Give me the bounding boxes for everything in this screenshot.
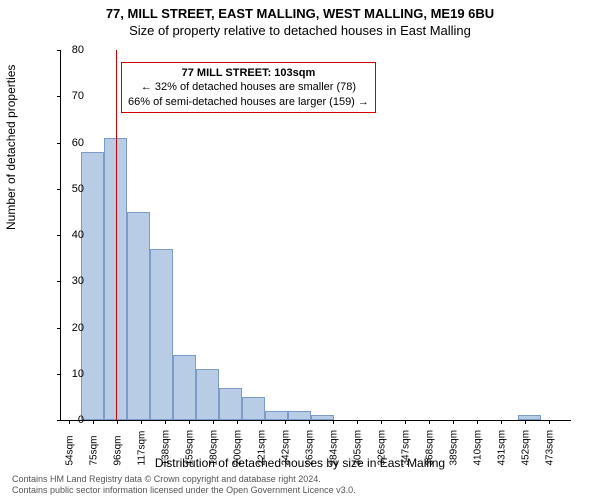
ytick-label: 50 — [72, 183, 84, 195]
xtick-mark — [165, 420, 166, 424]
xtick-mark — [477, 420, 478, 424]
ytick-mark — [57, 189, 61, 190]
y-axis-label: Number of detached properties — [4, 65, 18, 230]
xtick-mark — [501, 420, 502, 424]
ytick-label: 30 — [72, 275, 84, 287]
histogram-bar — [288, 411, 311, 420]
xtick-label: 410sqm — [473, 426, 484, 466]
xtick-label: 200sqm — [233, 426, 244, 466]
ytick-mark — [57, 143, 61, 144]
xtick-label: 284sqm — [329, 426, 340, 466]
attribution-line2: Contains public sector information licen… — [12, 485, 356, 496]
title-subtitle: Size of property relative to detached ho… — [0, 23, 600, 38]
xtick-label: 75sqm — [89, 426, 100, 466]
xtick-label: 180sqm — [209, 426, 220, 466]
ytick-mark — [57, 420, 61, 421]
xtick-label: 326sqm — [377, 426, 388, 466]
title-block: 77, MILL STREET, EAST MALLING, WEST MALL… — [0, 0, 600, 38]
ytick-label: 70 — [72, 90, 84, 102]
ytick-label: 80 — [72, 44, 84, 56]
annotation-box: 77 MILL STREET: 103sqm← 32% of detached … — [121, 62, 376, 113]
reference-line — [116, 50, 117, 420]
annotation-title: 77 MILL STREET: 103sqm — [128, 66, 369, 80]
xtick-mark — [381, 420, 382, 424]
xtick-label: 242sqm — [281, 426, 292, 466]
annotation-line1: ← 32% of detached houses are smaller (78… — [128, 80, 369, 94]
ytick-mark — [57, 96, 61, 97]
histogram-bar — [173, 355, 196, 420]
xtick-label: 305sqm — [353, 426, 364, 466]
xtick-mark — [309, 420, 310, 424]
histogram-bar — [127, 212, 150, 420]
ytick-mark — [57, 328, 61, 329]
xtick-mark — [405, 420, 406, 424]
ytick-mark — [57, 281, 61, 282]
histogram-bar — [265, 411, 288, 420]
ytick-mark — [57, 374, 61, 375]
xtick-mark — [261, 420, 262, 424]
xtick-label: 138sqm — [161, 426, 172, 466]
histogram-bar — [196, 369, 219, 420]
xtick-label: 347sqm — [401, 426, 412, 466]
histogram-bar — [242, 397, 265, 420]
xtick-mark — [429, 420, 430, 424]
histogram-bar — [81, 152, 104, 420]
xtick-mark — [93, 420, 94, 424]
title-address: 77, MILL STREET, EAST MALLING, WEST MALL… — [0, 6, 600, 21]
xtick-label: 389sqm — [449, 426, 460, 466]
attribution-line1: Contains HM Land Registry data © Crown c… — [12, 474, 356, 485]
xtick-mark — [189, 420, 190, 424]
xtick-mark — [141, 420, 142, 424]
xtick-label: 54sqm — [65, 426, 76, 466]
xtick-label: 221sqm — [257, 426, 268, 466]
histogram-bar — [518, 415, 541, 420]
xtick-mark — [69, 420, 70, 424]
xtick-label: 431sqm — [497, 426, 508, 466]
xtick-mark — [333, 420, 334, 424]
annotation-line2: 66% of semi-detached houses are larger (… — [128, 95, 369, 109]
ytick-label: 40 — [72, 229, 84, 241]
ytick-label: 0 — [78, 414, 84, 426]
ytick-mark — [57, 235, 61, 236]
attribution-footer: Contains HM Land Registry data © Crown c… — [12, 474, 356, 496]
xtick-mark — [117, 420, 118, 424]
xtick-mark — [357, 420, 358, 424]
plot-area: 77 MILL STREET: 103sqm← 32% of detached … — [60, 50, 571, 421]
xtick-label: 159sqm — [185, 426, 196, 466]
histogram-bar — [311, 415, 334, 420]
xtick-mark — [285, 420, 286, 424]
xtick-mark — [213, 420, 214, 424]
xtick-label: 368sqm — [425, 426, 436, 466]
histogram-bar — [219, 388, 242, 420]
ytick-mark — [57, 50, 61, 51]
chart-container: 77, MILL STREET, EAST MALLING, WEST MALL… — [0, 0, 600, 500]
xtick-mark — [453, 420, 454, 424]
xtick-label: 452sqm — [521, 426, 532, 466]
xtick-mark — [549, 420, 550, 424]
xtick-label: 117sqm — [137, 426, 148, 466]
xtick-mark — [525, 420, 526, 424]
xtick-mark — [237, 420, 238, 424]
xtick-label: 473sqm — [545, 426, 556, 466]
ytick-label: 60 — [72, 137, 84, 149]
histogram-bar — [150, 249, 173, 420]
xtick-label: 96sqm — [113, 426, 124, 466]
ytick-label: 10 — [72, 368, 84, 380]
ytick-label: 20 — [72, 322, 84, 334]
xtick-label: 263sqm — [305, 426, 316, 466]
